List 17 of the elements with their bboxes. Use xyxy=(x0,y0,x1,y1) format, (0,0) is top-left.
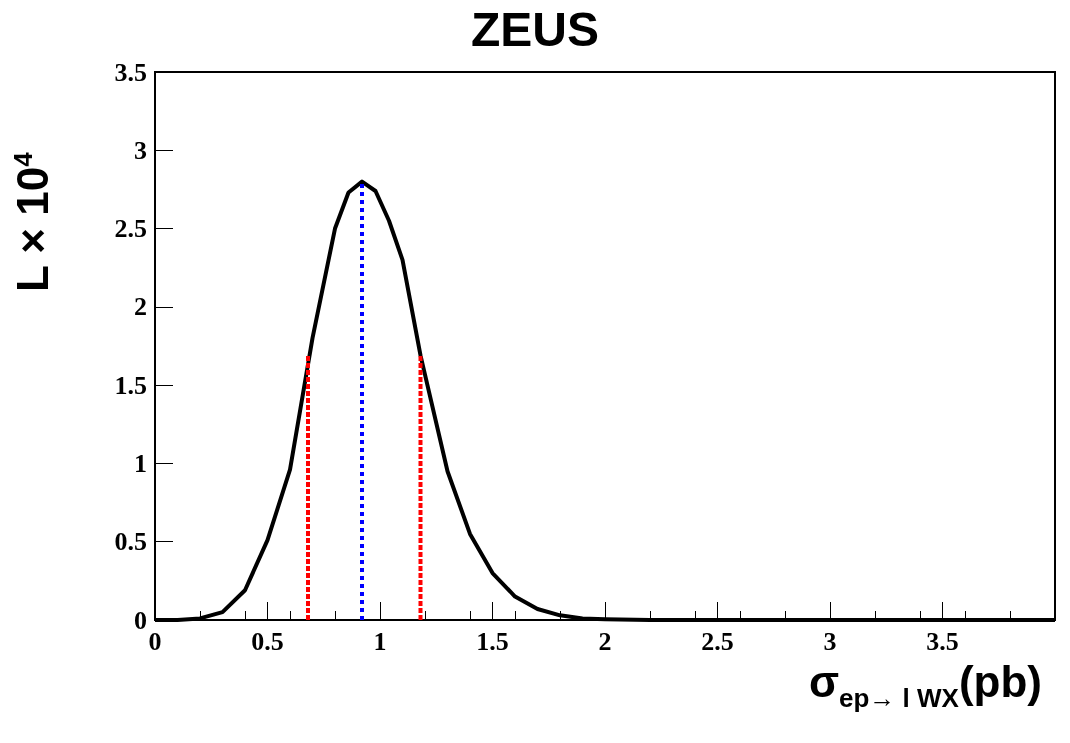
x-tick-label: 3 xyxy=(823,626,837,656)
y-tick-label: 2.5 xyxy=(114,214,147,244)
y-tick-label: 0 xyxy=(134,605,147,635)
x-tick-label: 3.5 xyxy=(926,626,959,656)
y-tick-label: 3 xyxy=(134,135,147,165)
x-tick-label: 2.5 xyxy=(701,626,734,656)
chart-title: ZEUS xyxy=(470,2,600,56)
x-tick-label: 2 xyxy=(598,626,612,656)
y-tick-label: 0.5 xyxy=(114,527,147,557)
x-tick-label: 0.5 xyxy=(251,626,284,656)
y-tick-label: 2 xyxy=(134,292,147,322)
x-tick-label: 1 xyxy=(373,626,387,656)
y-tick-label: 3.5 xyxy=(114,57,147,87)
x-axis-title: σ$_{ep→ l WX}$(pb) xyxy=(808,657,1042,713)
x-tick-label: 1.5 xyxy=(476,626,509,656)
y-tick-label: 1 xyxy=(134,448,147,478)
y-tick-label: 1.5 xyxy=(114,370,147,400)
